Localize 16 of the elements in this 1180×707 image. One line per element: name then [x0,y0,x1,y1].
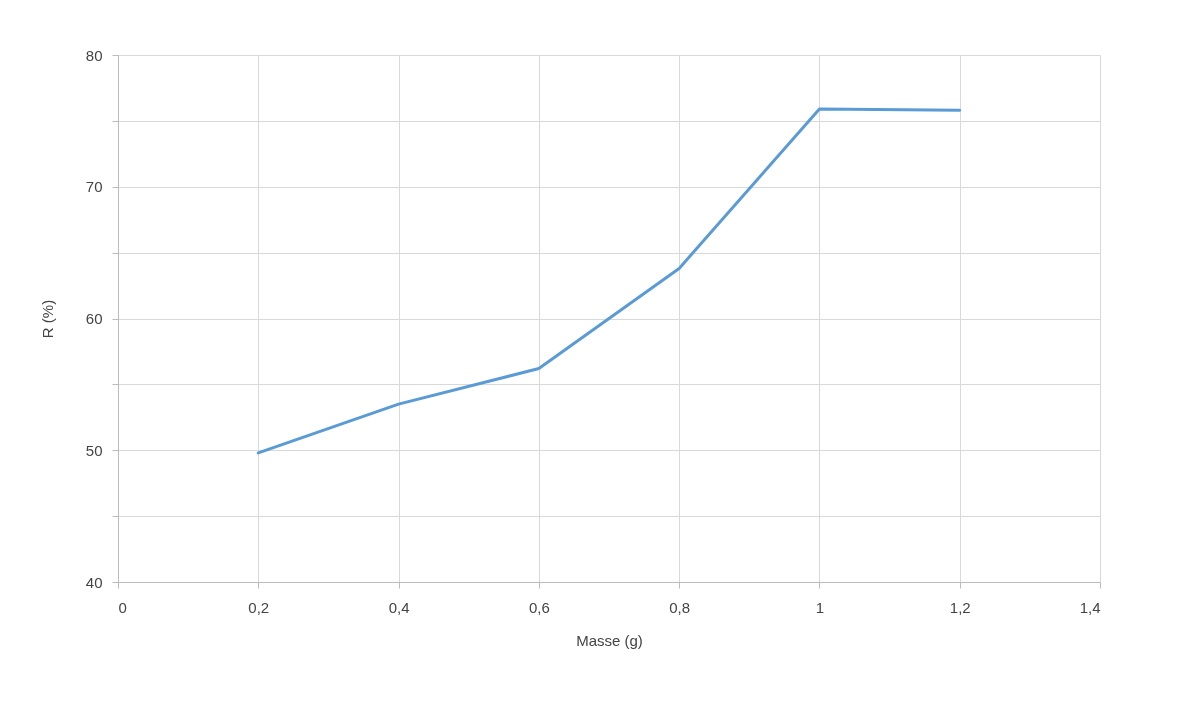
line-series [256,107,962,455]
y-tick-label: 80 [85,46,103,64]
x-tick-label: 0,2 [248,598,270,616]
y-axis-title: R (%) [38,299,56,339]
x-tick-label: 0,4 [388,598,410,616]
y-tick-label: 50 [85,441,103,459]
y-tick-label: 40 [85,573,103,591]
x-tick-label: 0,6 [528,598,550,616]
x-tick-label: 1 [815,598,825,616]
x-tick-label: 0 [118,598,127,616]
x-tick-label: 0,8 [669,598,691,616]
x-axis-title: Masse (g) [576,631,643,649]
y-tick-label: 70 [85,178,103,196]
x-tick-label: 1,2 [949,598,971,616]
x-tick-label: 1,4 [1079,598,1101,616]
y-tick-label: 60 [85,310,103,327]
